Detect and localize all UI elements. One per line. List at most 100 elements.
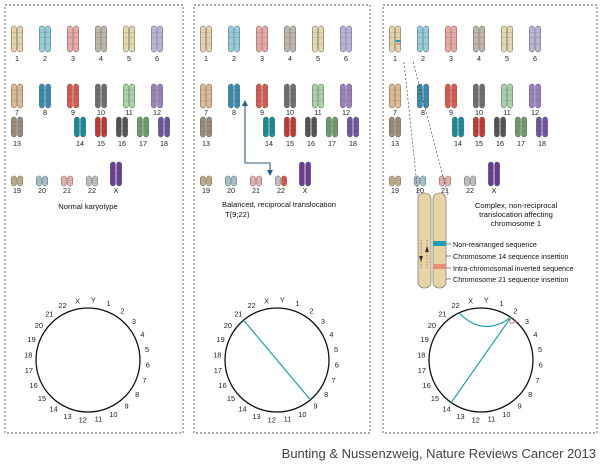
circos-label-7: 7 [142,376,146,385]
chromosome-7-p1 [200,83,212,109]
chromosome-3-p0 [67,25,79,53]
chromosome-label-11-p0: 11 [125,108,132,117]
chromosome-label-18-p2: 18 [538,139,546,148]
panel-complex-border [382,4,598,434]
chromosome-8-p2 [417,83,429,109]
circos-label-12: 12 [472,415,480,424]
caption-complex-line1: Complex, non-reciprocal [475,201,558,210]
circos-label-5: 5 [538,345,542,354]
chromosome-X-p0 [110,161,122,187]
chromosome-label-18-p0: 18 [160,139,168,148]
circos-label-3: 3 [132,317,136,326]
circos-label-15: 15 [431,394,439,403]
circos-label-22: 22 [59,301,67,310]
circos-label-10: 10 [298,410,306,419]
circos-label-18: 18 [417,350,425,359]
chromosome-label-8-p1: 8 [232,108,236,117]
chromosome-8-p0 [39,83,51,109]
chromosome-21-p1 [250,175,262,187]
chromosome-13-p1 [200,116,212,138]
chromosome-3-p1 [256,25,268,53]
circos-label-X: X [264,296,269,305]
chromosome-21-p2 [439,175,451,187]
chromosome-13-p2 [389,116,401,138]
chromosome-10-p0 [95,83,107,109]
circos-label-18: 18 [24,350,32,359]
circos-label-6: 6 [335,361,339,370]
circos-label-9: 9 [125,401,129,410]
chromosome-label-7-p0: 7 [15,108,19,117]
circos-label-X: X [75,296,80,305]
circos-label-22: 22 [452,301,460,310]
chromosome-label-14-p1: 14 [265,139,273,148]
chromosome-12-p1 [340,83,352,109]
chromosome-X-p2 [488,161,500,187]
chromosome-label-17-p2: 17 [517,139,525,148]
chromosome-label-17-p1: 17 [328,139,336,148]
chromosome-12-p2 [529,83,541,109]
chromosome-3-p2 [445,25,457,53]
caption-balanced-line1: Balanced, reciprocal translocation [222,200,336,209]
chromosome-8-p1 [228,83,240,109]
chromosome-label-12-p0: 12 [153,108,161,117]
circos-label-21: 21 [45,310,53,319]
circos-label-16: 16 [423,381,431,390]
chromosome-X-p1 [299,161,311,187]
circos-label-10: 10 [109,410,117,419]
legend-chr21-insertion: Chromosome 21 sequence insertion [453,275,568,284]
chromosome-18-p0 [158,116,170,138]
chromosome-label-3-p1: 3 [260,54,264,63]
chromosome-label-16-p1: 16 [307,139,315,148]
circos-label-7: 7 [535,376,539,385]
chromosome-label-13-p2: 13 [391,139,399,148]
panel-balanced-border [193,4,371,434]
legend-chr14-insertion: Chromosome 14 sequence insertion [453,252,568,261]
chromosome-4-p0 [95,25,107,53]
chromosome-label-X-p1: X [303,186,308,195]
chromosome-label-12-p1: 12 [342,108,350,117]
chromosome-label-4-p0: 4 [99,54,103,63]
circos-label-7: 7 [331,376,335,385]
circos-label-13: 13 [252,412,260,421]
caption-normal: Normal karyotype [58,202,118,211]
chromosome-15-p2 [473,116,485,138]
chromosome-label-6-p0: 6 [155,54,159,63]
circos-label-5: 5 [334,345,338,354]
chromosome-label-20-p2: 20 [416,186,424,195]
chromosome-label-2-p0: 2 [43,54,47,63]
chromosome-label-13-p0: 13 [13,139,21,148]
chromosome-11-p2 [501,83,513,109]
circos-label-11: 11 [95,415,103,424]
circos-label-2: 2 [120,306,124,315]
chromosome-6-p2 [529,25,541,53]
chromosome-1-p0 [11,25,23,53]
chromosome-label-22-p0: 22 [88,186,96,195]
chromosome-label-9-p2: 9 [449,108,453,117]
chromosome-label-17-p0: 17 [139,139,147,148]
chromosome-5-p1 [312,25,324,53]
chromosome-17-p2 [515,116,527,138]
circos-label-16: 16 [219,381,227,390]
chromosome-label-6-p1: 6 [344,54,348,63]
circos-label-17: 17 [418,366,426,375]
chromosome-15-p0 [95,116,107,138]
chromosome-2-p1 [228,25,240,53]
chromosome-label-18-p1: 18 [349,139,357,148]
chromosome-14-p1 [263,116,275,138]
circos-label-6: 6 [539,361,543,370]
credit-text: Bunting & Nussenzweig, Nature Reviews Ca… [281,446,596,461]
circos-label-Y: Y [280,296,285,305]
chromosome-label-4-p1: 4 [288,54,292,63]
chromosome-label-1-p0: 1 [15,54,19,63]
chromosome-label-12-p2: 12 [531,108,539,117]
circos-label-13: 13 [456,412,464,421]
chromosome-label-20-p0: 20 [38,186,46,195]
circos-label-6: 6 [146,361,150,370]
chromosome-5-p2 [501,25,513,53]
chromosome-label-2-p2: 2 [421,54,425,63]
chromosome-label-6-p2: 6 [533,54,537,63]
chromosome-4-p2 [473,25,485,53]
circos-label-11: 11 [488,415,496,424]
circos-label-10: 10 [502,410,510,419]
